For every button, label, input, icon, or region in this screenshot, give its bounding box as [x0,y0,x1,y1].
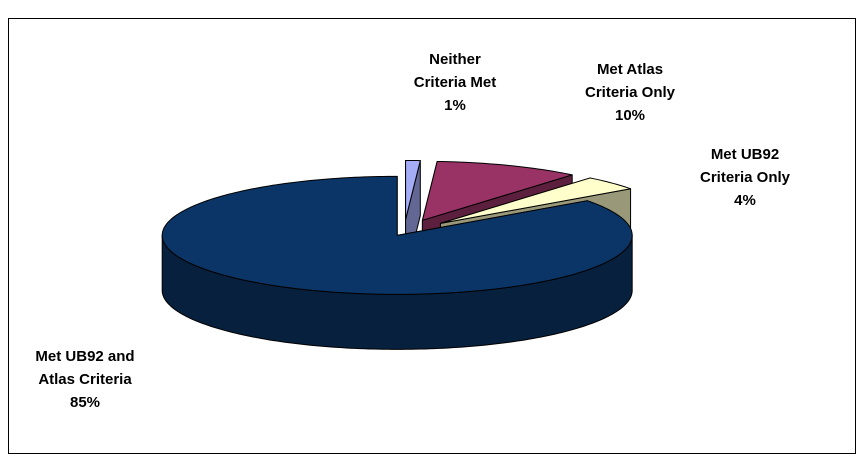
slice [405,159,421,220]
category-label: Met Atlas Criteria Only [584,61,676,101]
category-label: Met UB92 and Atlas Criteria [35,348,135,388]
value-label: 85% [69,394,101,411]
slice [439,177,632,224]
slice-label: Met Atlas Criteria Only 10% [575,58,685,127]
value-label: 4% [734,192,756,209]
category-label: Met UB92 Criteria Only [699,146,791,186]
chart-frame [8,18,856,454]
value-label: 10% [614,107,646,124]
value-label: 1% [444,97,466,114]
slice-label: Neither Criteria Met 1% [405,48,505,117]
slice-label: Met UB92 and Atlas Criteria 85% [25,345,145,414]
slice [421,160,573,221]
category-label: Neither Criteria Met [413,51,497,91]
slice [161,175,633,295]
slice-label: Met UB92 Criteria Only 4% [690,143,800,212]
